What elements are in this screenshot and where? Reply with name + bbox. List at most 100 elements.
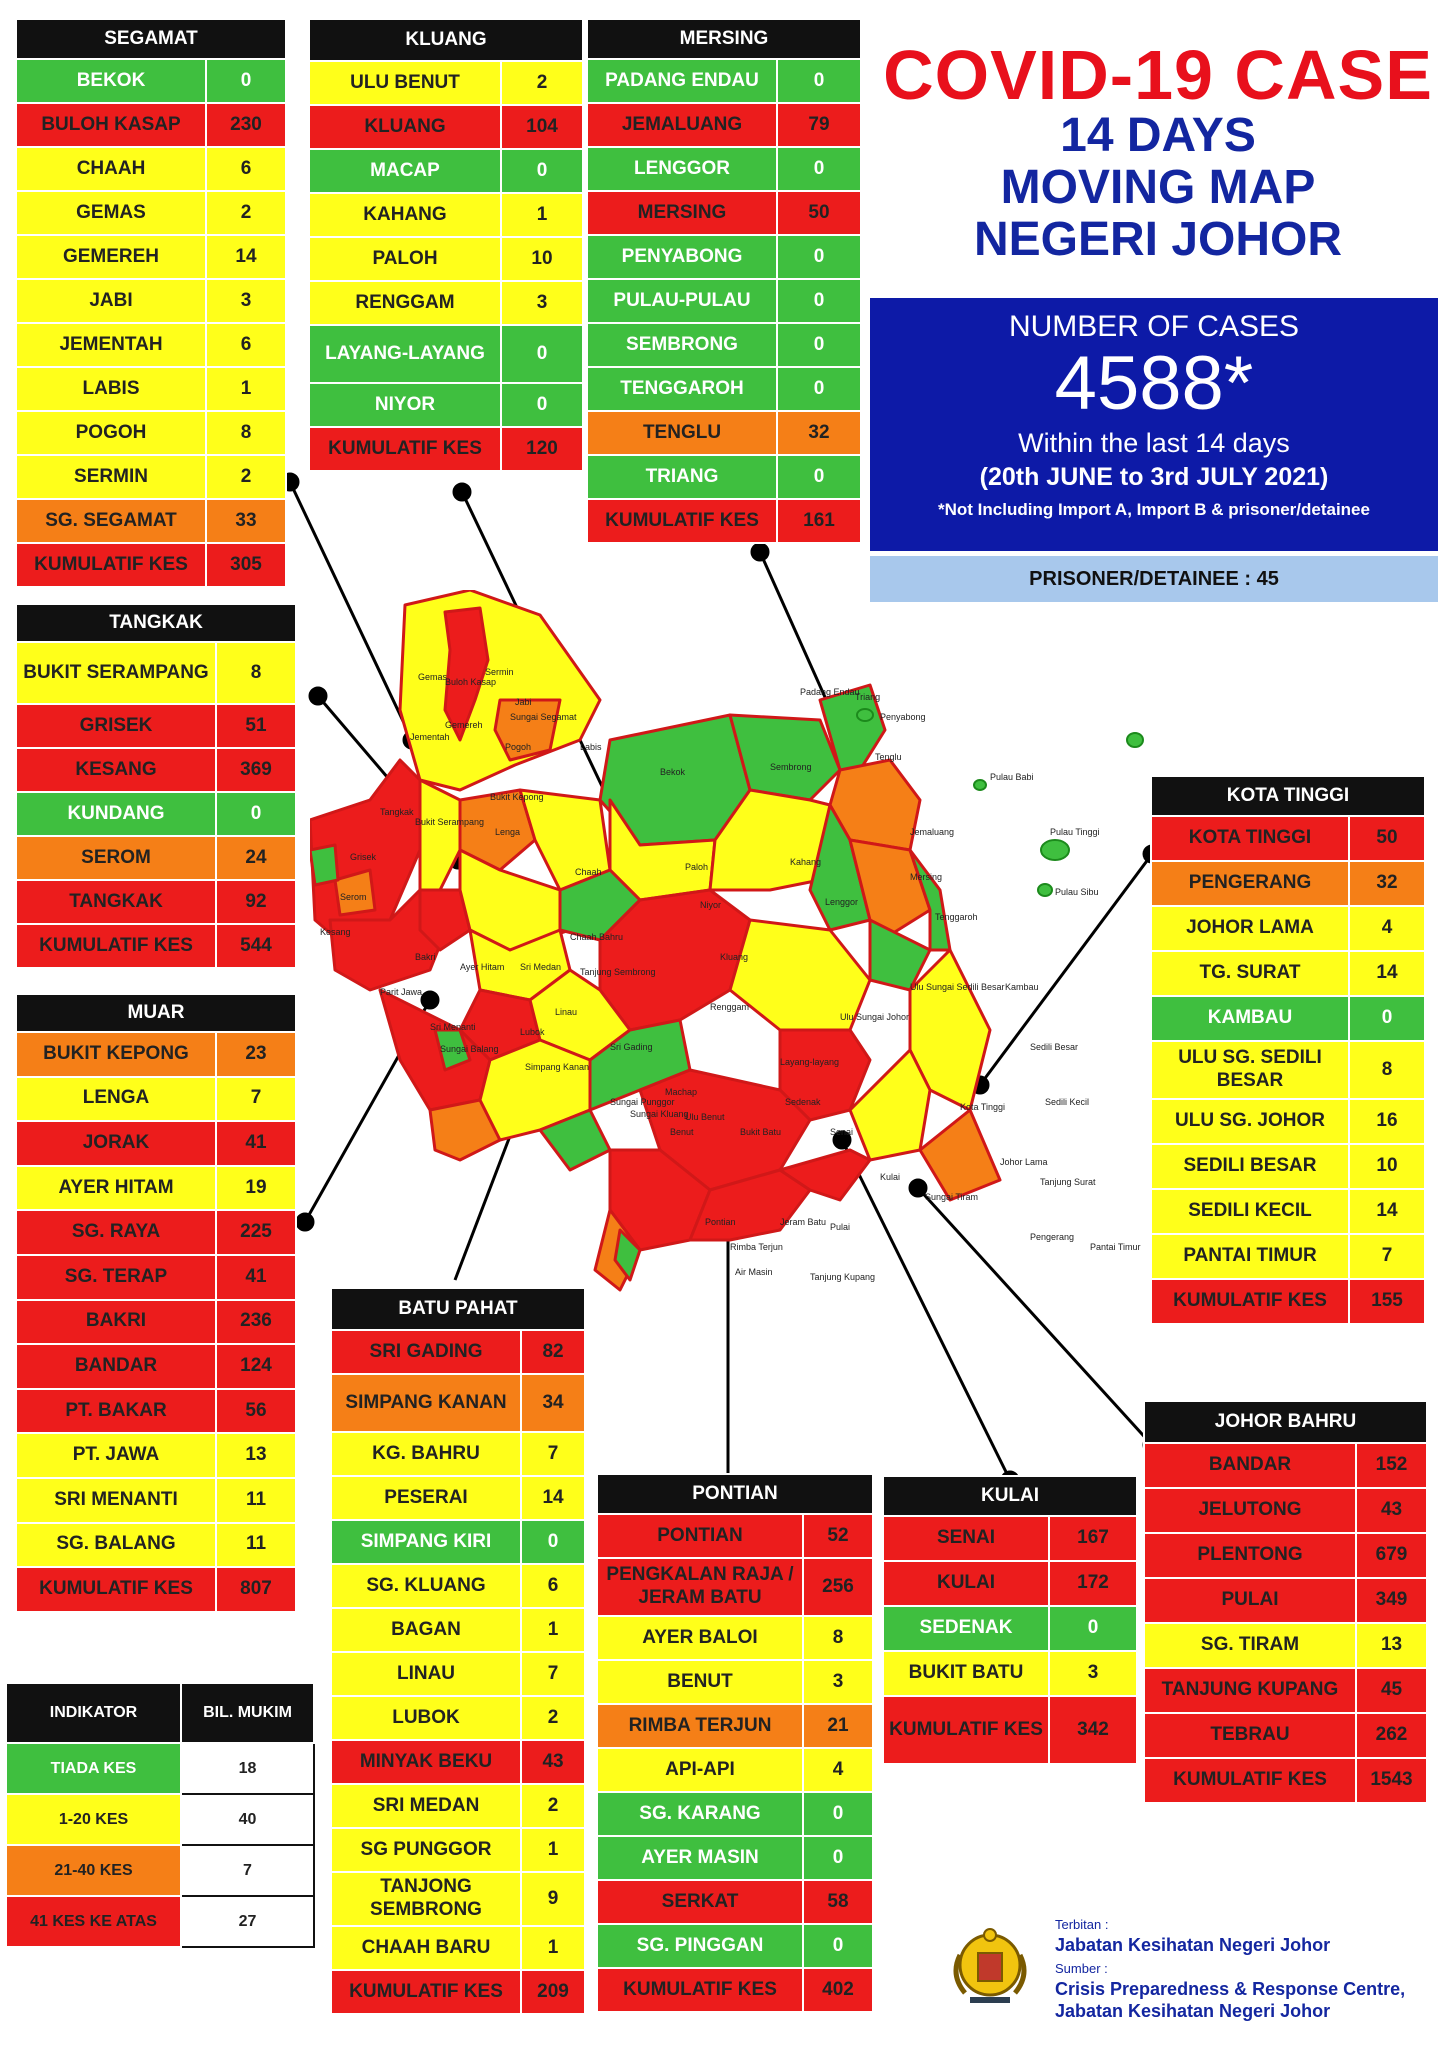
map-label-air-masin: Air Masin (735, 1267, 773, 1277)
mukim-name: MERSING (586, 190, 778, 236)
mukim-cases: 43 (519, 1739, 587, 1785)
mukim-name: AYER BALOI (596, 1615, 804, 1661)
mukim-name: SG. KLUANG (330, 1563, 522, 1609)
mukim-cases: 92 (215, 879, 297, 925)
total-label: KUMULATIF KES (596, 1967, 804, 2013)
mukim-row: KUNDANG 0 (15, 791, 297, 837)
total-row: KUMULATIF KES 342 (882, 1695, 1138, 1765)
mukim-name: SG. BALANG (15, 1521, 217, 1569)
mukim-name: BAGAN (330, 1607, 522, 1653)
mukim-row: PT. JAWA 13 (15, 1432, 297, 1479)
mukim-cases: 41 (215, 1120, 297, 1167)
mukim-cases: 262 (1354, 1712, 1429, 1759)
map-region-tenggaroh (908, 848, 952, 952)
mukim-name: API-API (596, 1747, 804, 1793)
district-header: TANGKAK (15, 603, 297, 643)
map-label-pulau-sibu: Pulau Sibu (1055, 887, 1099, 897)
mukim-row: LINAU 7 (330, 1651, 587, 1697)
total-value: 544 (215, 923, 297, 969)
mukim-name: ULU BENUT (308, 60, 502, 106)
mukim-name: KOTA TINGGI (1150, 815, 1350, 862)
mukim-cases: 1 (519, 1925, 587, 1971)
map-label-gemereh: Gemereh (445, 720, 483, 730)
mukim-row: ULU BENUT 2 (308, 60, 584, 106)
map-region-sg-pinggan (613, 1228, 642, 1282)
mukim-row: SG. PINGGAN 0 (596, 1923, 874, 1969)
mukim-cases: 0 (500, 148, 584, 194)
mukim-row: LUBOK 2 (330, 1695, 587, 1741)
total-value: 120 (500, 426, 584, 472)
map-region-kundang (310, 843, 340, 887)
total-row: KUMULATIF KES 161 (586, 498, 862, 544)
map-label-rimba-terjun: Rimba Terjun (730, 1242, 783, 1252)
map-region-sungai-segamat (493, 698, 562, 762)
mukim-name: TENGGAROH (586, 366, 778, 412)
mukim-row: BANDAR 152 (1143, 1442, 1429, 1489)
mukim-row: GRISEK 51 (15, 703, 297, 749)
district-table-pontian: PONTIAN PONTIAN 52 PENGKALAN RAJA / JERAM B… (596, 1473, 874, 2013)
mukim-name: ULU SG. SEDILI BESAR (1150, 1040, 1350, 1100)
total-value: 807 (215, 1566, 297, 1613)
map-region-lenga (418, 778, 462, 892)
mukim-cases: 256 (802, 1557, 874, 1617)
district-table-johor-bahru: JOHOR BAHRU BANDAR 152 JELUTONG 43 PLENTONG 67… (1142, 1400, 1429, 1804)
mukim-row: GEMEREH 14 (15, 234, 287, 280)
mukim-name: BUKIT KEPONG (15, 1031, 217, 1078)
mukim-cases: 1 (519, 1827, 587, 1873)
map-label-tangkak: Tangkak (380, 807, 414, 817)
legend-count: 18 (180, 1742, 315, 1795)
map-label-machap: Machap (665, 1087, 697, 1097)
title-main: COVID-19 CASE (883, 36, 1433, 114)
mukim-row: JEMALUANG 79 (586, 102, 862, 148)
map-label-sungai-tiram: Sungai Tiram (925, 1192, 978, 1202)
mukim-row: JORAK 41 (15, 1120, 297, 1167)
mukim-row: SEROM 24 (15, 835, 297, 881)
cases-period-line1: Within the last 14 days (1018, 427, 1290, 458)
map-label-chaah: Chaah (575, 867, 602, 877)
mukim-row: TANJUNG KUPANG 45 (1143, 1667, 1429, 1714)
mukim-name: GRISEK (15, 703, 217, 749)
map-label-sedili-besar: Sedili Besar (1030, 1042, 1078, 1052)
mukim-row: SIMPANG KANAN 34 (330, 1373, 587, 1433)
mukim-cases: 9 (519, 1871, 587, 1927)
mukim-name: GEMAS (15, 190, 207, 236)
mukim-cases: 0 (500, 324, 584, 384)
mukim-row: PULAI 349 (1143, 1577, 1429, 1624)
mukim-name: CHAAH (15, 146, 207, 192)
mukim-name: AYER MASIN (596, 1835, 804, 1881)
mukim-cases: 0 (776, 454, 862, 500)
mukim-cases: 50 (776, 190, 862, 236)
mukim-name: LENGA (15, 1075, 217, 1123)
mukim-cases: 6 (205, 322, 287, 368)
mukim-name: LENGGOR (586, 146, 778, 192)
mukim-cases: 0 (776, 234, 862, 280)
mukim-row: BUKIT SERAMPANG 8 (15, 641, 297, 705)
map-label-jementah: Jementah (410, 732, 450, 742)
mukim-cases: 0 (802, 1835, 874, 1881)
mukim-row: BENUT 3 (596, 1659, 874, 1705)
district-header: MUAR (15, 993, 297, 1033)
map-region-simpang-kiri (433, 1028, 472, 1072)
map-label-pulau-babi: Pulau Babi (990, 772, 1034, 782)
legend-rows: TIADA KES 18 1-20 KES 40 21-40 KES 7 41 KES KE… (5, 1742, 315, 1948)
mukim-name: SEMBRONG (586, 322, 778, 368)
mukim-row: PESERAI 14 (330, 1475, 587, 1521)
map-label-simpang-kanan: Simpang Kanan (525, 1062, 589, 1072)
mukim-cases: 13 (1354, 1622, 1429, 1669)
mukim-name: SENAI (882, 1515, 1050, 1562)
mukim-row: POGOH 8 (15, 410, 287, 456)
mukim-cases: 11 (215, 1521, 297, 1569)
mukim-cases: 13 (215, 1432, 297, 1479)
mukim-cases: 32 (776, 410, 862, 456)
mukim-row: SG. SEGAMAT 33 (15, 498, 287, 544)
district-table-kulai: KULAI SENAI 167 KULAI 172 SEDENAK 0 BUKIT BATU 3… (882, 1475, 1138, 1765)
mukim-cases: 19 (215, 1164, 297, 1212)
map-island-pulau-babi (973, 779, 987, 791)
map-label-pulau-tinggi: Pulau Tinggi (1050, 827, 1100, 837)
map-label-serom: Serom (340, 892, 367, 902)
mukim-name: PT. JAWA (15, 1432, 217, 1479)
mukim-name: KULAI (882, 1560, 1050, 1607)
mukim-row: TEBRAU 262 (1143, 1712, 1429, 1759)
legend-row: 21-40 KES 7 (5, 1844, 315, 1897)
mukim-row: LENGA 7 (15, 1075, 297, 1123)
